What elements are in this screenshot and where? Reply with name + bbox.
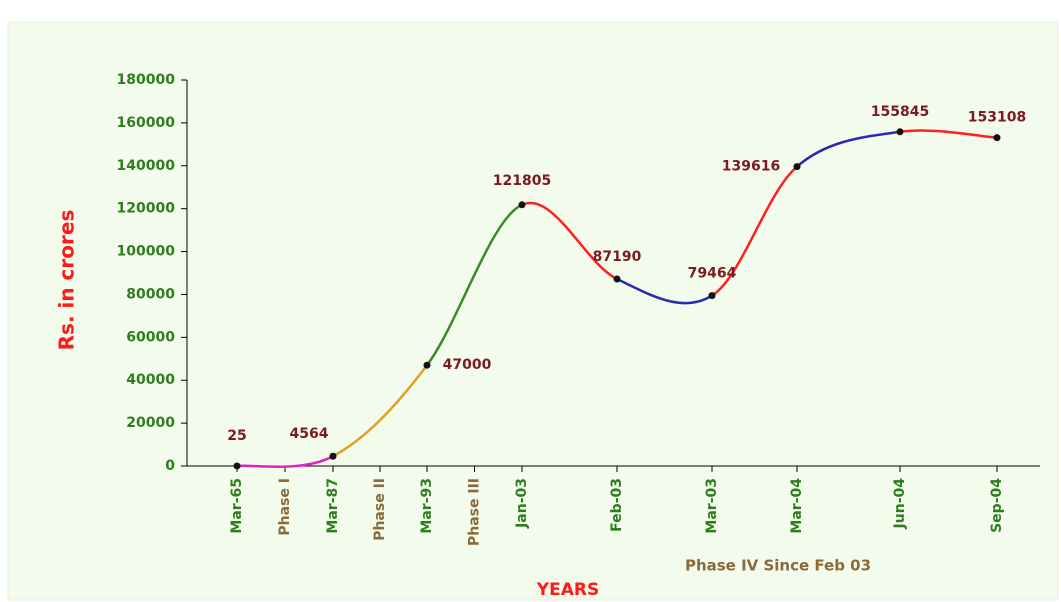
panel <box>7 21 1059 601</box>
data-label: 47000 <box>443 357 492 373</box>
y-tick-label: 60000 <box>126 329 175 345</box>
y-tick-label: 0 <box>165 458 175 474</box>
data-label: 4564 <box>290 426 329 442</box>
y-tick-label: 20000 <box>126 415 175 431</box>
data-point <box>233 462 241 470</box>
line-segment <box>332 364 428 458</box>
phase-label: Phase III <box>467 478 483 546</box>
y-tick-label: 40000 <box>126 372 175 388</box>
y-tick-label: 180000 <box>117 72 176 88</box>
line-segment <box>711 165 798 297</box>
data-point <box>613 275 621 283</box>
x-tick-label: Mar-04 <box>789 478 805 534</box>
data-label: 79464 <box>688 266 737 282</box>
data-label: 155845 <box>871 104 929 120</box>
data-label: 139616 <box>722 159 780 175</box>
data-point <box>423 361 431 369</box>
line-segment <box>899 129 998 139</box>
line-segment <box>521 201 618 281</box>
x-tick-label: Jan-03 <box>514 478 530 529</box>
y-axis-title: Rs. in crores <box>55 210 79 351</box>
x-tick-label: Mar-65 <box>229 478 245 534</box>
y-tick-label: 160000 <box>117 115 176 131</box>
annotation: Phase IV Since Feb 03 <box>685 557 871 575</box>
y-tick-label: 100000 <box>117 244 176 260</box>
x-tick-label: Mar-03 <box>704 478 720 534</box>
x-tick-label: Jun-04 <box>892 478 908 530</box>
data-point <box>329 452 337 460</box>
x-tick-label: Feb-03 <box>609 478 625 532</box>
y-tick-label: 140000 <box>117 158 176 174</box>
data-label: 153108 <box>968 110 1026 126</box>
data-label: 87190 <box>593 249 642 265</box>
phase-label: Phase II <box>372 478 388 541</box>
x-tick-label: Mar-87 <box>325 478 341 534</box>
line-segment <box>236 455 334 469</box>
line-segment <box>616 277 713 305</box>
phase-label: Phase I <box>277 478 293 536</box>
line-segment <box>426 203 523 366</box>
data-point <box>793 163 801 171</box>
data-label: 25 <box>227 428 246 444</box>
data-point <box>993 134 1001 142</box>
data-point <box>708 292 716 300</box>
line-segment <box>796 130 901 168</box>
x-axis-title: YEARS <box>536 580 599 600</box>
y-tick-label: 120000 <box>117 201 176 217</box>
data-label: 121805 <box>493 173 551 189</box>
data-point <box>896 128 904 136</box>
x-tick-label: Mar-93 <box>419 478 435 534</box>
x-tick-label: Sep-04 <box>989 478 1005 533</box>
data-point <box>518 201 526 209</box>
y-tick-label: 80000 <box>126 286 175 302</box>
